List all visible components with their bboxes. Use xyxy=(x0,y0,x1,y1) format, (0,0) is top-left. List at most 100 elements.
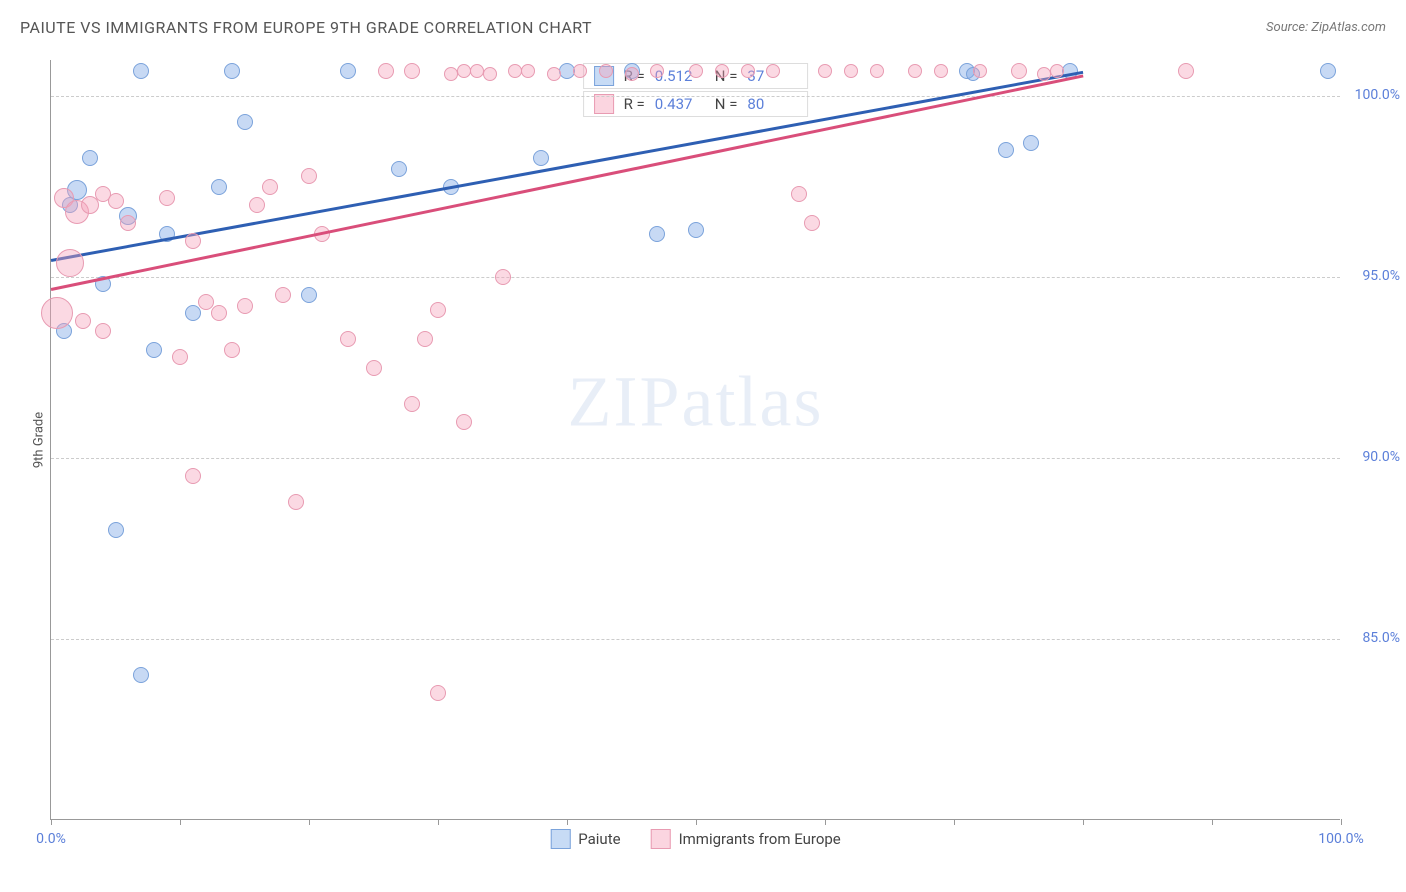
x-tick-label: 0.0% xyxy=(36,831,66,847)
scatter-point xyxy=(237,114,253,130)
scatter-point xyxy=(1023,135,1039,151)
watermark: ZIPatlas xyxy=(568,360,824,443)
scatter-point xyxy=(650,64,664,78)
scatter-point xyxy=(573,64,587,78)
scatter-point xyxy=(378,63,394,79)
trend-line xyxy=(51,75,1083,291)
n-value-immigrants: 80 xyxy=(747,95,797,113)
scatter-point xyxy=(870,64,884,78)
scatter-point xyxy=(804,215,820,231)
gridline xyxy=(51,639,1340,640)
scatter-point xyxy=(301,168,317,184)
scatter-point xyxy=(1037,67,1051,81)
scatter-point xyxy=(470,64,484,78)
scatter-point xyxy=(275,287,291,303)
scatter-point xyxy=(288,494,304,510)
scatter-point xyxy=(973,64,987,78)
y-tick-label: 100.0% xyxy=(1355,87,1400,103)
scatter-point xyxy=(625,67,639,81)
x-tick-mark xyxy=(1212,819,1213,825)
scatter-point xyxy=(211,305,227,321)
y-tick-label: 90.0% xyxy=(1362,449,1400,465)
scatter-point xyxy=(340,63,356,79)
scatter-point xyxy=(689,64,703,78)
scatter-point xyxy=(547,67,561,81)
legend-swatch-immigrants xyxy=(651,829,671,849)
x-tick-mark xyxy=(309,819,310,825)
gridline xyxy=(51,458,1340,459)
scatter-point xyxy=(249,197,265,213)
x-tick-mark xyxy=(180,819,181,825)
scatter-point xyxy=(75,313,91,329)
chart-title: PAIUTE VS IMMIGRANTS FROM EUROPE 9TH GRA… xyxy=(20,18,592,37)
scatter-point xyxy=(185,305,201,321)
legend-item-immigrants: Immigrants from Europe xyxy=(651,829,841,849)
scatter-point xyxy=(1050,64,1064,78)
y-axis-label: 9th Grade xyxy=(32,411,47,467)
scatter-point xyxy=(444,67,458,81)
scatter-point xyxy=(224,63,240,79)
x-tick-mark xyxy=(954,819,955,825)
scatter-point xyxy=(185,233,201,249)
scatter-point xyxy=(146,342,162,358)
x-tick-mark xyxy=(1083,819,1084,825)
scatter-point xyxy=(766,64,780,78)
scatter-point xyxy=(159,190,175,206)
y-tick-label: 95.0% xyxy=(1362,268,1400,284)
correlation-scatter-chart: 9th Grade ZIPatlas R = 0.512 N = 37 R = … xyxy=(50,60,1340,820)
scatter-point xyxy=(599,64,613,78)
x-tick-mark xyxy=(825,819,826,825)
x-tick-label: 100.0% xyxy=(1318,831,1363,847)
scatter-point xyxy=(108,193,124,209)
scatter-point xyxy=(688,222,704,238)
trend-line xyxy=(51,71,1083,262)
x-tick-mark xyxy=(1341,819,1342,825)
scatter-point xyxy=(1011,63,1027,79)
scatter-point xyxy=(998,142,1014,158)
gridline xyxy=(51,96,1340,97)
scatter-point xyxy=(495,269,511,285)
x-tick-mark xyxy=(438,819,439,825)
legend-swatch-paiute xyxy=(550,829,570,849)
x-tick-mark xyxy=(567,819,568,825)
scatter-point xyxy=(934,64,948,78)
scatter-point xyxy=(133,63,149,79)
scatter-point xyxy=(715,64,729,78)
scatter-point xyxy=(457,64,471,78)
scatter-point xyxy=(108,522,124,538)
scatter-point xyxy=(172,349,188,365)
scatter-point xyxy=(521,64,535,78)
scatter-point xyxy=(844,64,858,78)
gridline xyxy=(51,277,1340,278)
scatter-point xyxy=(908,64,922,78)
scatter-point xyxy=(533,150,549,166)
scatter-point xyxy=(791,186,807,202)
x-tick-mark xyxy=(51,819,52,825)
scatter-point xyxy=(366,360,382,376)
scatter-point xyxy=(262,179,278,195)
scatter-point xyxy=(1320,63,1336,79)
scatter-point xyxy=(741,64,755,78)
x-tick-mark xyxy=(696,819,697,825)
scatter-point xyxy=(818,64,832,78)
scatter-point xyxy=(483,67,497,81)
scatter-point xyxy=(133,667,149,683)
scatter-point xyxy=(120,215,136,231)
y-tick-label: 85.0% xyxy=(1362,630,1400,646)
scatter-point xyxy=(417,331,433,347)
scatter-point xyxy=(508,64,522,78)
scatter-point xyxy=(211,179,227,195)
chart-header: PAIUTE VS IMMIGRANTS FROM EUROPE 9TH GRA… xyxy=(20,18,1386,37)
scatter-point xyxy=(649,226,665,242)
source-attribution: Source: ZipAtlas.com xyxy=(1266,20,1386,35)
scatter-point xyxy=(340,331,356,347)
scatter-point xyxy=(404,396,420,412)
scatter-point xyxy=(404,63,420,79)
r-value-immigrants: 0.437 xyxy=(655,95,705,113)
scatter-point xyxy=(56,249,84,277)
scatter-point xyxy=(95,323,111,339)
scatter-point xyxy=(301,287,317,303)
scatter-point xyxy=(391,161,407,177)
scatter-point xyxy=(224,342,240,358)
scatter-point xyxy=(456,414,472,430)
